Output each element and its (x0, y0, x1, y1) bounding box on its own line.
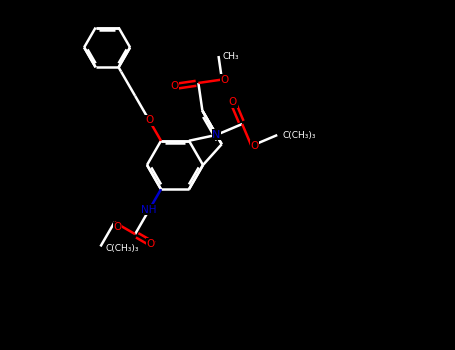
Text: O: O (171, 82, 179, 91)
Text: O: O (229, 97, 237, 107)
Text: CH₃: CH₃ (222, 51, 239, 61)
Text: O: O (221, 75, 229, 85)
Text: O: O (145, 115, 153, 125)
Text: O: O (250, 141, 258, 151)
Text: NH: NH (142, 205, 157, 215)
Text: N: N (212, 130, 221, 140)
Text: C(CH₃)₃: C(CH₃)₃ (283, 131, 316, 140)
Text: O: O (113, 222, 121, 232)
Text: C(CH₃)₃: C(CH₃)₃ (106, 244, 139, 253)
Text: O: O (147, 239, 155, 249)
